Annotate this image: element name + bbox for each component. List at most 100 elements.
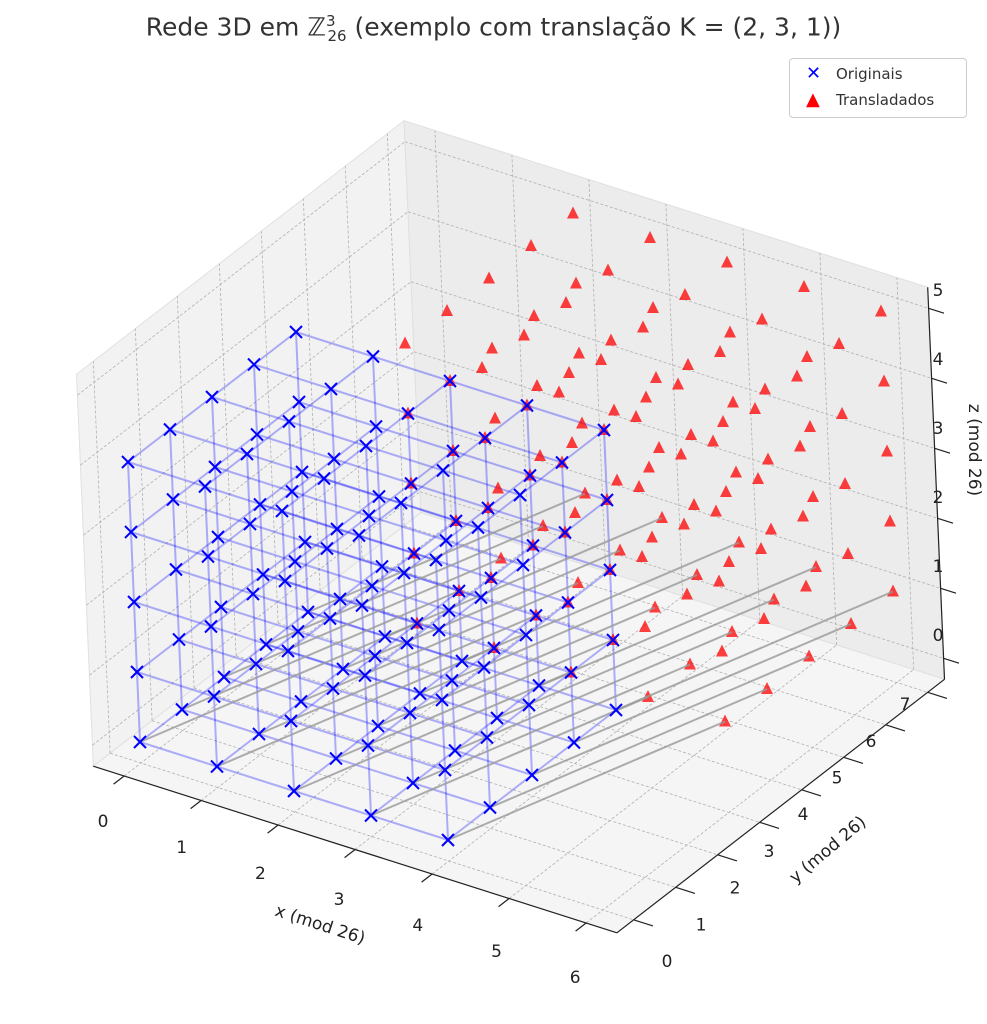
legend-item-originais: ✕ Originais — [806, 63, 903, 84]
translated-point — [639, 620, 651, 632]
original-point — [326, 681, 340, 696]
translated-point — [563, 366, 575, 378]
lattice-edge — [612, 639, 617, 711]
lattice-edge — [573, 709, 617, 744]
original-point — [561, 595, 575, 610]
original-point — [289, 325, 303, 339]
gridline — [511, 154, 530, 548]
x-tick — [421, 873, 433, 883]
lattice-edge — [449, 380, 528, 407]
original-point — [532, 678, 546, 693]
original-point — [130, 665, 144, 679]
translation-arrow — [223, 557, 502, 678]
lattice-edge — [258, 700, 302, 735]
original-point — [247, 357, 261, 372]
lattice-edge — [567, 602, 572, 673]
lattice-edge — [300, 668, 344, 703]
lattice-edge — [249, 490, 293, 525]
lattice-edge — [372, 355, 451, 382]
translated-point — [441, 304, 453, 316]
lattice-edge — [213, 663, 257, 698]
y-tick-label: 2 — [730, 879, 741, 899]
translated-point — [560, 296, 572, 308]
y-axis-line — [616, 678, 945, 934]
original-point — [333, 592, 347, 606]
lattice-edge — [416, 623, 421, 694]
lattice-edge — [454, 717, 498, 752]
lattice-edge — [378, 495, 457, 522]
lattice-edge — [304, 541, 309, 613]
lattice-edge — [294, 561, 299, 632]
y-tick-label: 3 — [764, 842, 775, 862]
legend-item-transladados: ▲ Transladados — [806, 89, 935, 110]
gridline — [319, 590, 844, 758]
y-tick-label: 4 — [798, 805, 809, 825]
translated-point — [605, 333, 617, 346]
original-point — [275, 504, 289, 518]
lattice-edge — [210, 593, 254, 628]
gridline — [407, 211, 932, 379]
lattice-edge — [323, 445, 367, 480]
lattice-edge — [127, 461, 206, 488]
lattice-edge — [294, 560, 373, 587]
original-point — [366, 349, 380, 364]
original-point — [368, 649, 382, 663]
x-tick-label: 2 — [255, 864, 266, 884]
original-point — [352, 528, 366, 543]
lattice-edge — [172, 466, 216, 501]
original-point — [490, 711, 504, 725]
lattice-edge — [535, 615, 540, 686]
translation-arrow — [412, 663, 691, 784]
lattice-edge — [606, 499, 611, 571]
translation-arrow — [496, 598, 775, 719]
z-tick-label: 2 — [933, 488, 944, 508]
lattice-edge — [214, 466, 293, 493]
translated-point — [758, 612, 770, 624]
original-point — [609, 703, 623, 717]
original-point — [211, 530, 225, 544]
original-point — [205, 390, 219, 404]
y-tick — [885, 724, 906, 732]
translated-point — [570, 276, 582, 289]
translated-point — [749, 402, 761, 414]
translated-point — [721, 255, 733, 268]
original-point — [375, 559, 389, 574]
lattice-edge — [368, 482, 412, 517]
x-tick-label: 4 — [412, 916, 423, 936]
gridline — [302, 198, 321, 591]
translated-point — [714, 345, 726, 357]
original-point — [288, 554, 302, 569]
lattice-edge — [295, 331, 374, 358]
lattice-edge — [127, 461, 132, 533]
gridline — [344, 166, 363, 559]
gridline — [665, 203, 684, 597]
lattice-edge — [210, 626, 215, 697]
gridline — [819, 252, 838, 646]
original-point — [210, 759, 224, 774]
z-tick-label: 0 — [933, 626, 944, 646]
lattice-edge — [455, 520, 460, 592]
lattice-edge — [447, 806, 491, 841]
original-point — [449, 514, 463, 528]
lattice-edge — [525, 634, 530, 706]
original-point — [397, 566, 411, 580]
original-point — [455, 654, 469, 668]
translated-point — [476, 361, 488, 373]
lattice-edge — [207, 556, 212, 627]
gridline — [434, 130, 453, 523]
original-point — [481, 501, 495, 515]
lattice-edge — [484, 404, 528, 439]
lattice-edge — [407, 412, 486, 439]
x-tick — [498, 898, 510, 908]
lattice-edge — [213, 696, 218, 767]
lattice-edge — [178, 606, 222, 641]
lattice-edge — [332, 688, 337, 759]
translated-point — [633, 480, 645, 492]
gridline — [218, 263, 237, 656]
y-tick-label: 7 — [900, 695, 911, 715]
lattice-edge — [297, 598, 341, 633]
lattice-edge — [130, 531, 209, 558]
lattice-edge — [304, 541, 383, 568]
translated-point — [727, 395, 739, 408]
gridline — [80, 211, 409, 466]
